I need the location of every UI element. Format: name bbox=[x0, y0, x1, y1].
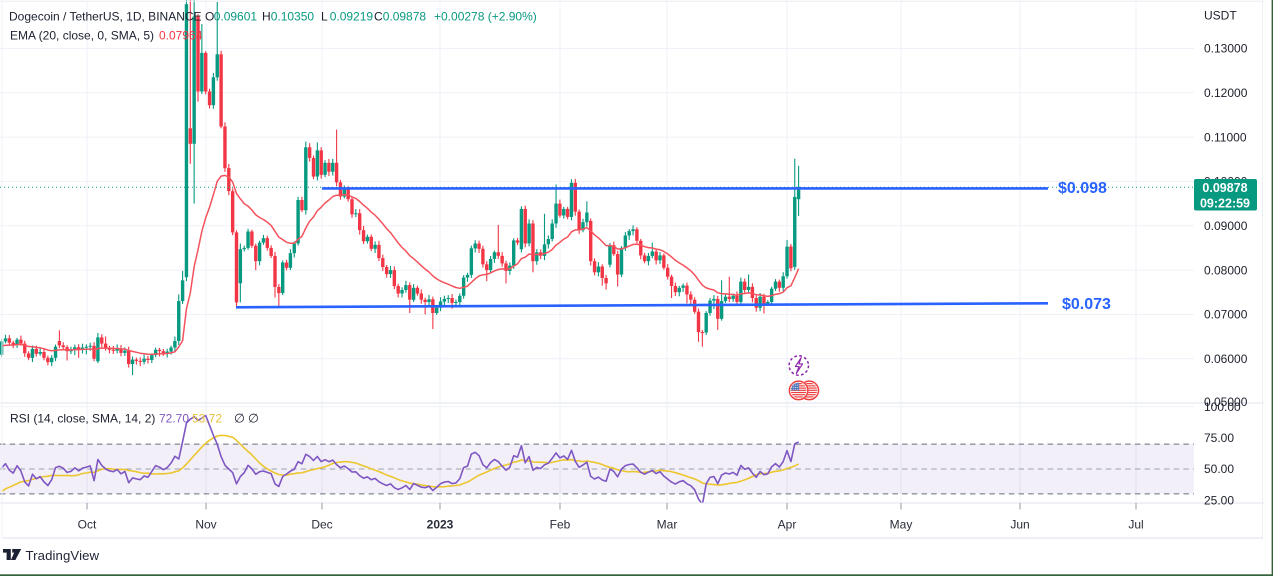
svg-text:EMA (20, close, 0, SMA, 5): EMA (20, close, 0, SMA, 5) bbox=[10, 29, 154, 43]
svg-text:Feb: Feb bbox=[550, 518, 571, 532]
svg-text:Dec: Dec bbox=[311, 518, 332, 532]
svg-text:0.11000: 0.11000 bbox=[1204, 130, 1247, 144]
svg-text:C: C bbox=[374, 9, 383, 23]
svg-text:∅: ∅ bbox=[234, 412, 245, 426]
svg-text:O: O bbox=[205, 9, 214, 23]
svg-text:L: L bbox=[321, 9, 328, 23]
svg-text:RSI (14, close, SMA, 14, 2): RSI (14, close, SMA, 14, 2) bbox=[10, 412, 155, 426]
svg-text:0.12000: 0.12000 bbox=[1204, 86, 1248, 100]
svg-text:May: May bbox=[890, 518, 913, 532]
svg-text:0.05000: 0.05000 bbox=[1204, 395, 1248, 409]
svg-text:Oct: Oct bbox=[78, 518, 97, 532]
svg-text:USDT: USDT bbox=[1204, 9, 1237, 23]
svg-text:72.70: 72.70 bbox=[159, 412, 189, 426]
svg-text:0.09878: 0.09878 bbox=[383, 9, 427, 23]
svg-text:50.00: 50.00 bbox=[1204, 462, 1234, 476]
svg-text:0.07964: 0.07964 bbox=[159, 29, 203, 43]
svg-text:25.00: 25.00 bbox=[1204, 493, 1234, 507]
svg-text:0.09601: 0.09601 bbox=[214, 9, 258, 23]
svg-text:$0.073: $0.073 bbox=[1062, 296, 1111, 313]
svg-text:+0.00278 (+2.90%): +0.00278 (+2.90%) bbox=[434, 9, 537, 23]
svg-text:0.09000: 0.09000 bbox=[1204, 219, 1248, 233]
svg-text:0.09878: 0.09878 bbox=[1202, 181, 1247, 195]
svg-text:0.13000: 0.13000 bbox=[1204, 42, 1248, 56]
svg-text:0.09219: 0.09219 bbox=[330, 9, 374, 23]
svg-text:Jul: Jul bbox=[1128, 518, 1143, 532]
svg-text:Mar: Mar bbox=[657, 518, 678, 532]
svg-text:0.06000: 0.06000 bbox=[1204, 352, 1248, 366]
svg-text:Dogecoin / TetherUS, 1D, BINAN: Dogecoin / TetherUS, 1D, BINANCE bbox=[9, 9, 202, 23]
svg-text:0.10350: 0.10350 bbox=[271, 9, 315, 23]
svg-text:TradingView: TradingView bbox=[26, 548, 100, 563]
svg-text:53.72: 53.72 bbox=[192, 412, 222, 426]
svg-text:H: H bbox=[262, 9, 271, 23]
svg-text:$0.098: $0.098 bbox=[1058, 180, 1107, 197]
svg-text:09:22:59: 09:22:59 bbox=[1200, 197, 1250, 211]
svg-text:Apr: Apr bbox=[778, 518, 797, 532]
svg-text:∅: ∅ bbox=[248, 412, 259, 426]
svg-text:Nov: Nov bbox=[195, 518, 216, 532]
svg-text:75.00: 75.00 bbox=[1204, 431, 1234, 445]
svg-text:100.00: 100.00 bbox=[1204, 400, 1241, 414]
svg-text:0.08000: 0.08000 bbox=[1204, 263, 1248, 277]
svg-text:2023: 2023 bbox=[427, 518, 454, 532]
svg-text:0.07000: 0.07000 bbox=[1204, 308, 1248, 322]
svg-text:Jun: Jun bbox=[1010, 518, 1029, 532]
